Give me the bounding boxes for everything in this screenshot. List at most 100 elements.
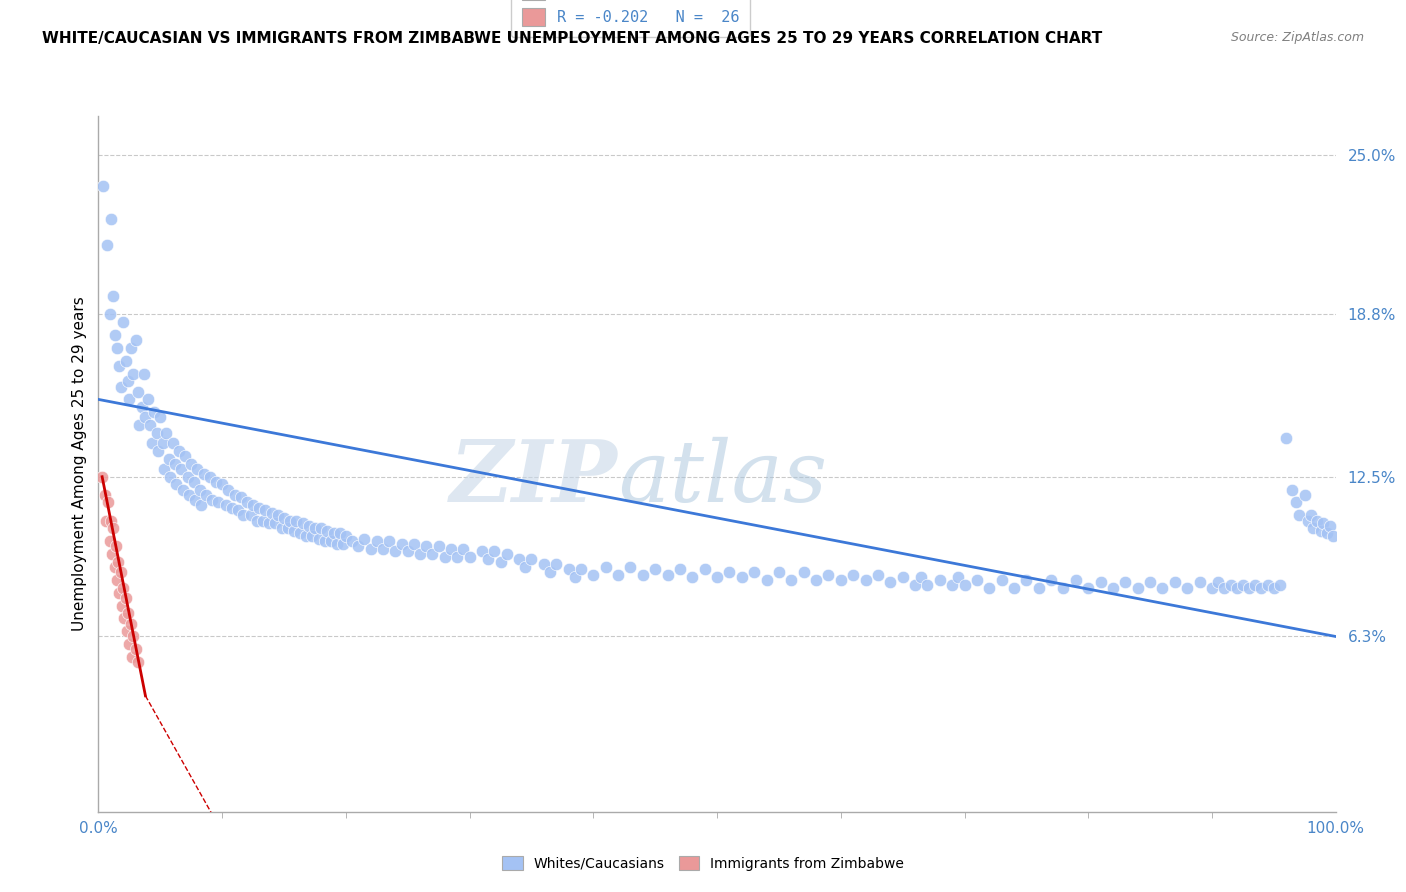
Point (257, 516, 280, 530)
Point (1257, 578, 1279, 592)
Point (226, 503, 249, 517)
Point (108, 359, 131, 373)
Point (595, 560, 617, 574)
Point (879, 575, 901, 590)
Point (114, 353, 136, 368)
Point (384, 544, 406, 558)
Text: ZIP: ZIP (450, 436, 619, 519)
Point (128, 418, 150, 433)
Point (236, 495, 259, 509)
Point (1250, 581, 1272, 595)
Point (152, 436, 174, 450)
Point (131, 400, 153, 414)
Point (866, 567, 889, 582)
Point (979, 581, 1001, 595)
Point (139, 418, 162, 433)
Point (477, 552, 499, 566)
Point (402, 537, 425, 551)
Point (1312, 516, 1334, 530)
Point (221, 500, 243, 515)
Point (127, 655, 149, 669)
Point (335, 529, 357, 543)
Point (1322, 529, 1344, 543)
Point (619, 560, 641, 574)
Point (98, 307, 121, 321)
Point (217, 483, 239, 497)
Point (322, 526, 344, 541)
Point (340, 534, 363, 549)
Point (254, 503, 277, 517)
Point (546, 558, 568, 572)
Point (122, 367, 145, 381)
Point (174, 449, 197, 463)
Point (1164, 575, 1187, 590)
Point (190, 498, 212, 512)
Point (538, 565, 561, 579)
Point (188, 483, 211, 497)
Point (755, 573, 778, 587)
Point (288, 526, 311, 541)
Point (273, 511, 295, 525)
Point (117, 375, 139, 389)
Point (366, 534, 388, 549)
Point (120, 341, 142, 355)
Point (270, 521, 292, 535)
Point (415, 539, 437, 553)
Point (966, 573, 988, 587)
Point (201, 492, 224, 507)
Point (1152, 581, 1174, 595)
Point (1201, 581, 1223, 595)
Point (172, 483, 194, 497)
Point (768, 565, 790, 579)
Point (669, 562, 692, 576)
Point (353, 532, 375, 546)
Point (108, 585, 131, 599)
Point (1319, 518, 1341, 533)
Point (186, 462, 208, 476)
Point (157, 451, 180, 466)
Y-axis label: Unemployment Among Ages 25 to 29 years: Unemployment Among Ages 25 to 29 years (72, 296, 87, 632)
Text: WHITE/CAUCASIAN VS IMMIGRANTS FROM ZIMBABWE UNEMPLOYMENT AMONG AGES 25 TO 29 YEA: WHITE/CAUCASIAN VS IMMIGRANTS FROM ZIMBA… (42, 31, 1102, 46)
Point (1268, 578, 1291, 592)
Point (891, 570, 914, 584)
Point (495, 547, 517, 561)
Point (170, 462, 193, 476)
Point (112, 611, 135, 625)
Point (153, 462, 176, 476)
Point (953, 578, 976, 592)
Point (391, 537, 413, 551)
Point (301, 529, 323, 543)
Point (569, 562, 592, 576)
Point (409, 547, 432, 561)
Point (1040, 573, 1063, 587)
Point (103, 560, 125, 574)
Point (277, 521, 299, 535)
Point (1175, 581, 1198, 595)
Point (607, 567, 630, 582)
Point (117, 607, 139, 621)
Point (167, 444, 190, 458)
Point (229, 491, 252, 505)
Point (557, 562, 579, 576)
Point (283, 524, 305, 538)
Point (93, 178, 115, 193)
Point (1294, 488, 1316, 502)
Point (159, 469, 181, 483)
Point (180, 457, 202, 471)
Point (1244, 578, 1267, 592)
Point (1052, 581, 1074, 595)
Point (681, 570, 703, 584)
Point (183, 475, 205, 489)
Point (378, 534, 401, 549)
Point (100, 212, 122, 227)
Point (149, 410, 172, 425)
Point (177, 488, 200, 502)
Point (215, 498, 238, 512)
Point (508, 552, 530, 566)
Point (360, 541, 382, 556)
Point (1139, 575, 1161, 590)
Point (1064, 573, 1087, 587)
Point (118, 637, 141, 651)
Point (1226, 581, 1249, 595)
Point (162, 436, 184, 450)
